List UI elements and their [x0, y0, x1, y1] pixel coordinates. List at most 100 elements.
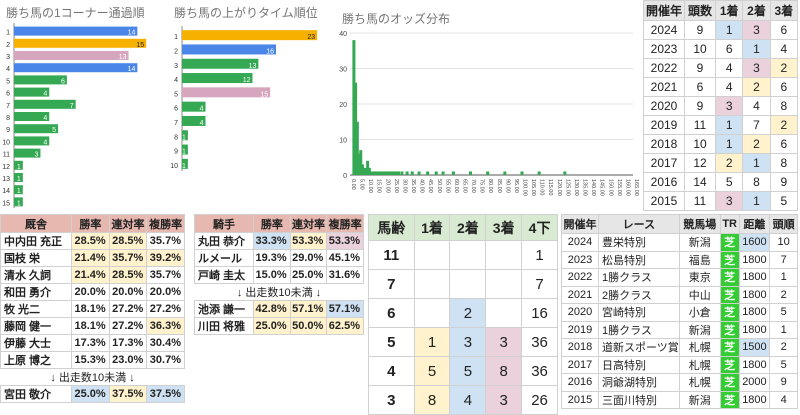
rate-cell: 53.3% [289, 232, 328, 250]
position-cell: 1 [714, 134, 744, 154]
odds-bar [352, 40, 356, 175]
corner-category-label: 9 [6, 127, 10, 134]
count-cell: 7 [521, 269, 558, 299]
corner-bar [14, 38, 147, 48]
race-table: 開催年 レース 競馬場 TR 距離 頭順 2024 豊栄特別 新潟芝 1600 10 20… [561, 214, 798, 409]
race-row: 2016 洞爺湖特別 札幌芝 2000 9 [561, 373, 798, 392]
rate-cell: 30.7% [146, 351, 185, 369]
popularity-cell: 9 [769, 373, 798, 392]
count-cell: 5 [413, 356, 451, 386]
popularity-cell: 5 [769, 355, 798, 374]
header-1st: 1着 [714, 0, 744, 21]
distance-cell: 1600 [738, 233, 771, 252]
count-cell: 5 [449, 356, 487, 386]
table-row: 2024 9 1 3 6 [643, 20, 799, 40]
header-3rd: 3着 [485, 214, 523, 241]
position-cell: 2 [769, 58, 799, 78]
course-cell: 札幌 [678, 373, 721, 392]
age-table-header: 馬齢 1着 2着 3着 4下 [368, 214, 558, 241]
agari-bar [182, 87, 271, 98]
odds-x-tick: 5.00 [359, 179, 365, 190]
count-cell: 8 [413, 385, 451, 415]
table-row: 2017 12 2 1 8 [643, 153, 799, 173]
corner-category-label: 13 [2, 176, 10, 183]
header-course: 競馬場 [678, 214, 721, 234]
odds-y-tick: 10 [339, 138, 347, 145]
distance-cell: 1800 [738, 268, 771, 287]
position-cell: 3 [714, 191, 744, 211]
jockey-name: 川田 将雅 [194, 317, 254, 335]
trainer-name: 牧 光二 [0, 300, 72, 318]
header-track: TR [719, 214, 740, 234]
agari-value-label: 13 [249, 63, 257, 70]
corner-chart-panel: 勝ち馬の1コーナー通過順 1 14 2 15 3 13 4 14 5 6 6 4 7 7 8 4 9 5 10 4 11… [0, 0, 166, 212]
odds-bar [366, 160, 370, 175]
position-cell: 3 [742, 58, 771, 78]
jockey-row: 戸崎 圭太 15.0% 25.0% 31.6% [194, 266, 364, 284]
year-cell: 2017 [643, 153, 685, 173]
odds-x-tick: 110.00 [539, 179, 545, 195]
odds-y-tick: 0 [343, 173, 347, 180]
odds-x-tick: 100.00 [522, 179, 528, 196]
corner-bar [14, 51, 129, 60]
year-cell: 2019 [561, 320, 599, 339]
corner-category-label: 14 [2, 188, 10, 195]
corner-value-label: 14 [128, 30, 136, 37]
odds-bar [537, 171, 541, 175]
year-cell: 2022 [643, 58, 685, 78]
corner-bar [14, 136, 50, 146]
odds-bar [393, 171, 397, 175]
agari-value-label: 1 [182, 163, 186, 170]
trainer-name: 宮田 敬介 [0, 385, 72, 403]
header-4th-below: 4下 [521, 214, 558, 241]
odds-bar [469, 171, 473, 175]
odds-bar [395, 171, 399, 175]
rate-cell: 62.5% [326, 317, 364, 335]
trainer-name: 国枝 栄 [0, 249, 72, 267]
trainer-table-header: 厩舎 勝率 連対率 複勝率 [0, 214, 185, 233]
age-table: 馬齢 1着 2着 3着 4下 11 1 7 7 6 2 16 5 1 3 3 36 4 5 5 8 36 3 8 4 3… [368, 214, 558, 415]
position-cell: 2 [742, 134, 771, 154]
odds-chart-panel: 勝ち馬のオッズ分布 0 10 20 30 40 0.00 5.00 10.00 15.00 20.… [334, 0, 640, 204]
corner-bar [14, 75, 67, 85]
corner-chart: 1 142 153 134 145 66 47 78 49 510 411 312 113 114 115 1 [2, 23, 147, 208]
position-cell: 1 [714, 115, 744, 135]
agari-bar [182, 101, 206, 112]
popularity-cell: 1 [769, 320, 798, 339]
position-cell: 1 [714, 20, 744, 40]
agari-category-label: 6 [174, 106, 178, 113]
odds-bar [434, 171, 438, 175]
odds-bar [355, 121, 359, 175]
header-show-rate: 複勝率 [326, 214, 364, 233]
odds-bar [376, 171, 380, 175]
year-cell: 2018 [561, 338, 599, 357]
runners-cell: 10 [684, 39, 716, 59]
year-cell: 2021 [643, 77, 685, 97]
rate-cell: 28.5% [108, 266, 148, 284]
rate-cell: 27.2% [146, 300, 185, 318]
odds-x-tick: 90.00 [504, 179, 510, 193]
track-cell: 芝 [719, 268, 740, 287]
header-win-rate: 勝率 [71, 214, 110, 233]
runners-cell: 9 [684, 58, 716, 78]
runners-cell: 11 [684, 115, 716, 135]
position-cell: 4 [714, 77, 744, 97]
age-row: 5 1 3 3 36 [368, 327, 558, 357]
rate-cell: 17.3% [71, 334, 110, 352]
count-cell: 26 [521, 385, 558, 415]
odds-bar [360, 164, 364, 175]
count-cell [449, 269, 487, 299]
rate-cell: 21.4% [71, 266, 110, 284]
odds-bar [354, 82, 358, 175]
position-cell: 2 [714, 153, 744, 173]
odds-x-tick: 125.00 [564, 179, 570, 196]
rate-cell: 18.1% [71, 317, 110, 335]
track-cell: 芝 [719, 233, 740, 252]
rate-cell: 42.8% [253, 300, 291, 318]
header-2nd: 2着 [449, 214, 487, 241]
race-row: 2019 1勝クラス 新潟芝 1800 1 [561, 320, 798, 339]
age-cell: 5 [368, 327, 415, 357]
corner-bar [14, 99, 76, 109]
table-row: 2023 10 6 1 4 [643, 39, 799, 59]
race-name-cell: 松島特別 [598, 250, 680, 269]
